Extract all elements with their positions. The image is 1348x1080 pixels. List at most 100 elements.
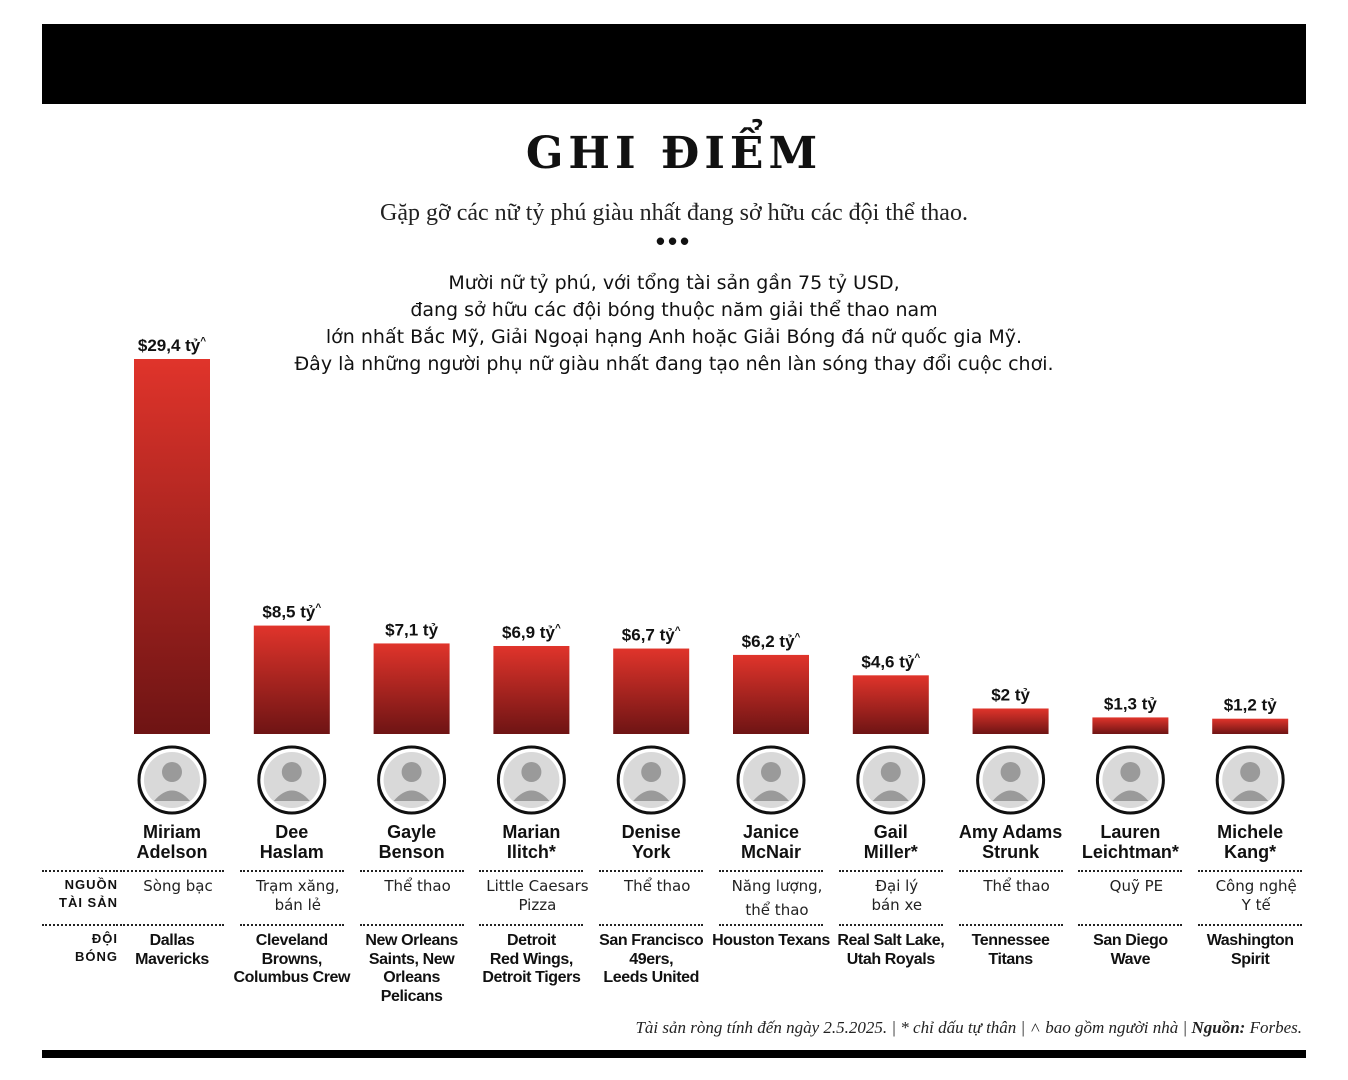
wealth-source: Thể thao [358,877,478,896]
top-black-banner [42,24,1306,104]
family-marker: ^ [555,623,561,634]
family-marker: ^ [675,626,681,637]
team-name-line: Saints, New [368,950,455,968]
wealth-source: Công nghệ Y tế [1196,877,1316,915]
wealth-source-line: Đại lý [875,877,919,895]
person-icon [872,790,909,801]
person-icon [753,790,789,801]
team-name-line: Red Wings, [489,950,573,968]
person-icon [521,762,542,782]
bar-value-label: $2 tỷ [991,685,1030,704]
team-names: Detroit Red Wings, Detroit Tigers [469,932,593,988]
page-title: GHI ĐIỂM [525,128,823,179]
footnote: Tài sản ròng tính đến ngày 2.5.2025. | *… [635,1018,1302,1038]
bar-value-text: $8,5 tỷ [262,603,315,622]
dotted-divider [239,870,344,872]
dotted-divider [359,924,464,926]
dotted-divider [359,870,464,872]
intro-line: lớn nhất Bắc Mỹ, Giải Ngoại hạng Anh hoặ… [325,326,1023,348]
team-row-label: ĐỘI BÓNG [42,930,118,966]
team-name-line: 49ers, [629,950,674,968]
footnote-source-label: Nguồn: [1191,1018,1246,1037]
footnote-source-value: Forbes. [1245,1018,1302,1037]
intro-line: đang sở hữu các đội bóng thuộc năm giải … [410,299,938,321]
owner-name: Denise York [591,822,711,862]
footnote-text: Tài sản ròng tính đến ngày 2.5.2025. | *… [635,1018,1192,1037]
person-icon [1240,762,1261,782]
owner-name: Dee Haslam [232,822,352,862]
team-names: New Orleans Saints, New Orleans Pelicans [350,932,474,1006]
team-name-line: Browns, [261,950,323,968]
bar [1092,717,1169,734]
owner-name: Miriam Adelson [112,822,232,862]
team-names: Tennessee Titans [949,932,1073,969]
team-name-line: Leeds United [603,969,700,986]
wealth-source-line: Trạm xăng, [256,877,340,895]
bar-value-text: $6,7 tỷ [622,626,675,645]
owner-name-line: Leichtman* [1081,842,1179,862]
owner-name-line: Miller* [863,842,918,862]
bar-value-text: $6,9 tỷ [502,623,555,642]
team-name-line: San Diego [1093,932,1168,949]
owner-name-line: Haslam [259,842,324,862]
owner-name: Janice McNair [711,822,831,862]
owner-name-line: Gayle [387,822,437,842]
team-name-line: Cleveland [255,932,328,949]
person-icon [273,790,310,801]
bar-value-text: $1,3 tỷ [1104,694,1157,713]
dotted-divider [958,870,1063,872]
bar-value-text: $6,2 tỷ [742,632,795,651]
wealth-source-line: Công nghệ [1215,877,1297,895]
wealth-source-line: Năng lượng, [731,877,823,895]
team-names: Real Salt Lake, Utah Royals [829,932,953,969]
owner-name-line: York [631,842,671,862]
dotted-divider [1198,924,1303,926]
person-icon [1000,762,1021,782]
team-names: Cleveland Browns, Columbus Crew [230,932,354,988]
wealth-source: Little Caesars Pizza [477,877,597,915]
owner-name-line: Strunk [982,842,1040,862]
owner-name-line: Denise [621,822,681,842]
page-subtitle: Gặp gỡ các nữ tỷ phú giàu nhất đang sở h… [380,200,968,226]
wealth-source: Thể thao [957,877,1077,896]
team-name-line: New Orleans [365,932,458,949]
source-row-label-line: TÀI SẢN [59,895,118,910]
bar-value-label: $29,4 tỷ^ [138,336,206,355]
person-icon [633,790,670,801]
bar-value-text: $1,2 tỷ [1224,696,1277,715]
person-icon [393,790,430,801]
wealth-source: Trạm xăng, bán lẻ [238,877,358,915]
owner-name-line: Amy Adams [958,822,1063,842]
wealth-source: Đại lý bán xe [837,877,957,915]
owner-name-line: Gail [873,822,908,842]
team-name-line: Orleans [383,969,440,986]
bar [1212,718,1289,734]
bar [613,648,690,734]
owner-name-line: Marian [502,822,561,842]
wealth-source-line: bán lẻ [274,896,321,914]
owner-name: Lauren Leichtman* [1070,822,1190,862]
bar [733,654,809,734]
team-name-line: Real Salt Lake, [837,932,945,949]
team-name-line: Detroit [507,932,556,949]
dotted-divider [599,870,704,872]
person-icon [513,790,550,801]
dotted-divider [479,870,584,872]
intro-line: Đây là những người phụ nữ giàu nhất đang… [294,353,1054,375]
team-name-line: Utah Royals [846,950,935,968]
person-icon [880,762,901,782]
bar-value-label: $6,7 tỷ^ [622,626,681,645]
family-marker: ^ [795,632,801,643]
bar-value-text: $4,6 tỷ [861,652,914,671]
person-icon [1232,790,1269,801]
person-icon [761,762,781,782]
separator-dots: ••• [655,226,693,256]
family-marker: ^ [315,603,321,614]
team-name-line: Columbus Crew [233,969,351,986]
person-icon [1112,790,1149,801]
team-names: San Francisco 49ers, Leeds United [589,932,713,988]
wealth-source-line: Pizza [518,896,557,914]
owner-name: Gayle Benson [352,822,472,862]
wealth-source-line: Y tế [1241,896,1271,914]
team-name-line: Mavericks [135,950,209,968]
